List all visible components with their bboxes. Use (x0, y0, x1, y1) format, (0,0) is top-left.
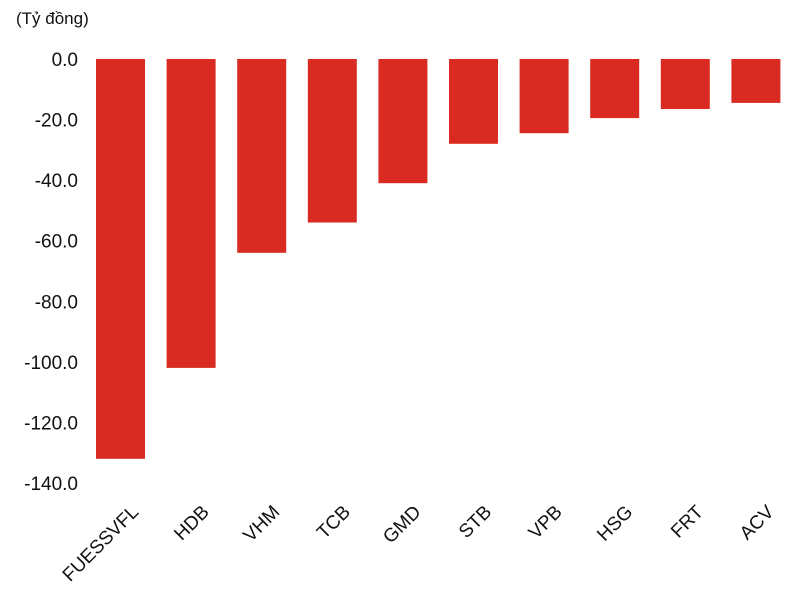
y-tick-label: -60.0 (35, 232, 78, 253)
bar-fuessvfl (96, 59, 145, 459)
x-tick-label: VPB (525, 502, 567, 544)
x-tick-label: VHM (240, 502, 285, 547)
bars (96, 59, 781, 459)
bar-vhm (237, 59, 287, 253)
x-tick-label: GMD (379, 502, 425, 548)
x-axis-labels: FUESSVFL HDB VHM TCB GMD STB VPB HSG FRT ACV (59, 501, 779, 586)
y-tick-label: -100.0 (24, 353, 78, 374)
y-tick-label: -120.0 (24, 413, 78, 434)
x-tick-label: HSG (593, 502, 637, 546)
x-tick-label: FUESSVFL (59, 502, 143, 586)
y-tick-label: -140.0 (24, 474, 78, 495)
bar-hsg (590, 59, 640, 119)
y-tick-label: -80.0 (35, 292, 78, 313)
bar-tcb (307, 59, 357, 223)
y-axis-ticks: 0.0 -20.0 -40.0 -60.0 -80.0 -100.0 -120.0 -140.… (24, 50, 78, 495)
bar-frt (660, 59, 710, 109)
bar-stb (449, 59, 498, 144)
bar-gmd (378, 59, 428, 184)
bar-acv (731, 59, 781, 103)
x-tick-label: FRT (667, 501, 708, 542)
y-tick-label: -40.0 (35, 171, 78, 192)
x-tick-label: TCB (313, 502, 355, 544)
x-tick-label: ACV (736, 502, 779, 545)
y-tick-label: 0.0 (52, 50, 78, 71)
bar-vpb (519, 59, 569, 134)
y-tick-label: -20.0 (35, 111, 78, 132)
bar-hdb (166, 59, 216, 368)
y-axis-unit-label: (Tỷ đồng) (16, 9, 89, 28)
x-tick-label: HDB (170, 502, 213, 545)
x-tick-label: STB (455, 502, 496, 543)
